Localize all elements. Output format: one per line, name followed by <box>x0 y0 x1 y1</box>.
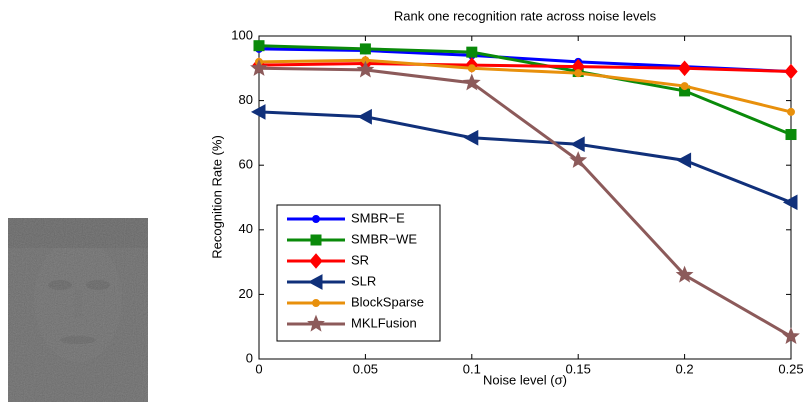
x-tick-label: 0.15 <box>566 361 591 376</box>
y-tick-label: 40 <box>239 221 253 236</box>
x-tick-label: 0.25 <box>778 361 803 376</box>
marker <box>254 41 264 51</box>
page: {"chart_data": {"type": "line", "title":… <box>0 0 807 410</box>
marker <box>785 65 797 79</box>
marker <box>786 130 796 140</box>
x-tick-label: 0.1 <box>463 361 481 376</box>
figure: Rank one recognition rate across noise l… <box>0 0 807 405</box>
x-tick-label: 0.05 <box>353 361 378 376</box>
legend-label: SMBR−E <box>351 210 405 225</box>
legend-label: SMBR−WE <box>351 231 417 246</box>
y-axis-label: Recognition Rate (%) <box>209 135 224 259</box>
series-line <box>259 112 791 202</box>
y-tick-label: 80 <box>239 92 253 107</box>
legend: SMBR−E SMBR−WE SR SLR BlockSparse MKLFusion <box>277 205 440 341</box>
y-tick-label: 100 <box>231 27 253 42</box>
face-image <box>8 218 148 402</box>
marker <box>467 47 477 57</box>
marker <box>681 83 688 90</box>
marker <box>358 110 371 124</box>
y-tick-label: 20 <box>239 286 253 301</box>
marker <box>465 131 478 145</box>
marker <box>678 153 691 167</box>
legend-label: MKLFusion <box>351 315 417 330</box>
legend-label: SR <box>351 252 369 267</box>
x-tick-label: 0 <box>255 361 262 376</box>
marker <box>313 300 320 307</box>
marker <box>788 108 795 115</box>
x-tick-label: 0.2 <box>676 361 694 376</box>
chart-title: Rank one recognition rate across noise l… <box>394 8 657 23</box>
y-tick-label: 60 <box>239 157 253 172</box>
marker <box>360 44 370 54</box>
legend-label: SLR <box>351 273 376 288</box>
marker <box>468 65 475 72</box>
y-tick-label: 0 <box>246 350 253 365</box>
marker <box>571 137 584 151</box>
marker <box>313 216 320 223</box>
legend-label: BlockSparse <box>351 294 424 309</box>
x-axis-label: Noise level (σ) <box>483 372 567 387</box>
marker <box>679 61 691 75</box>
marker <box>575 70 582 77</box>
marker <box>311 235 321 245</box>
